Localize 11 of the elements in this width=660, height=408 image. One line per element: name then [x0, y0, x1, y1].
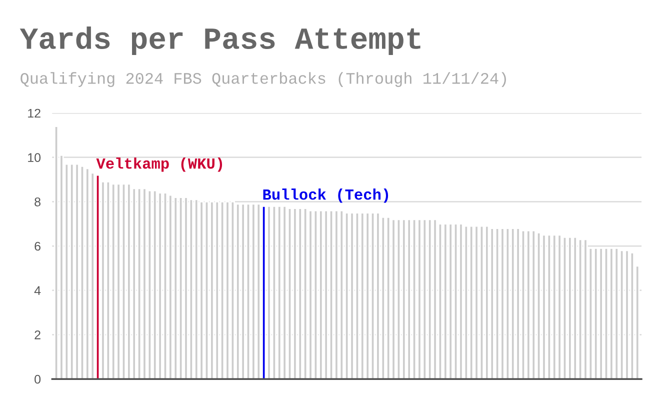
y-tick-label: 8: [34, 197, 40, 206]
y-tick-label: 4: [34, 286, 41, 295]
y-tick-label: 6: [34, 242, 40, 251]
y-tick-label: 2: [34, 330, 40, 340]
chart-title: Yards per Pass Attempt: [20, 26, 420, 56]
y-tick-label: 0: [34, 374, 41, 384]
y-tick-label: 12: [28, 108, 40, 118]
chart-subtitle: Qualifying 2024 FBS Quarterbacks (Through 11/11/24): [20, 72, 506, 88]
annotation: Veltkamp (WKU): [96, 158, 222, 172]
y-tick-label: 10: [28, 153, 41, 162]
annotation: Bullock (Tech): [263, 188, 388, 203]
